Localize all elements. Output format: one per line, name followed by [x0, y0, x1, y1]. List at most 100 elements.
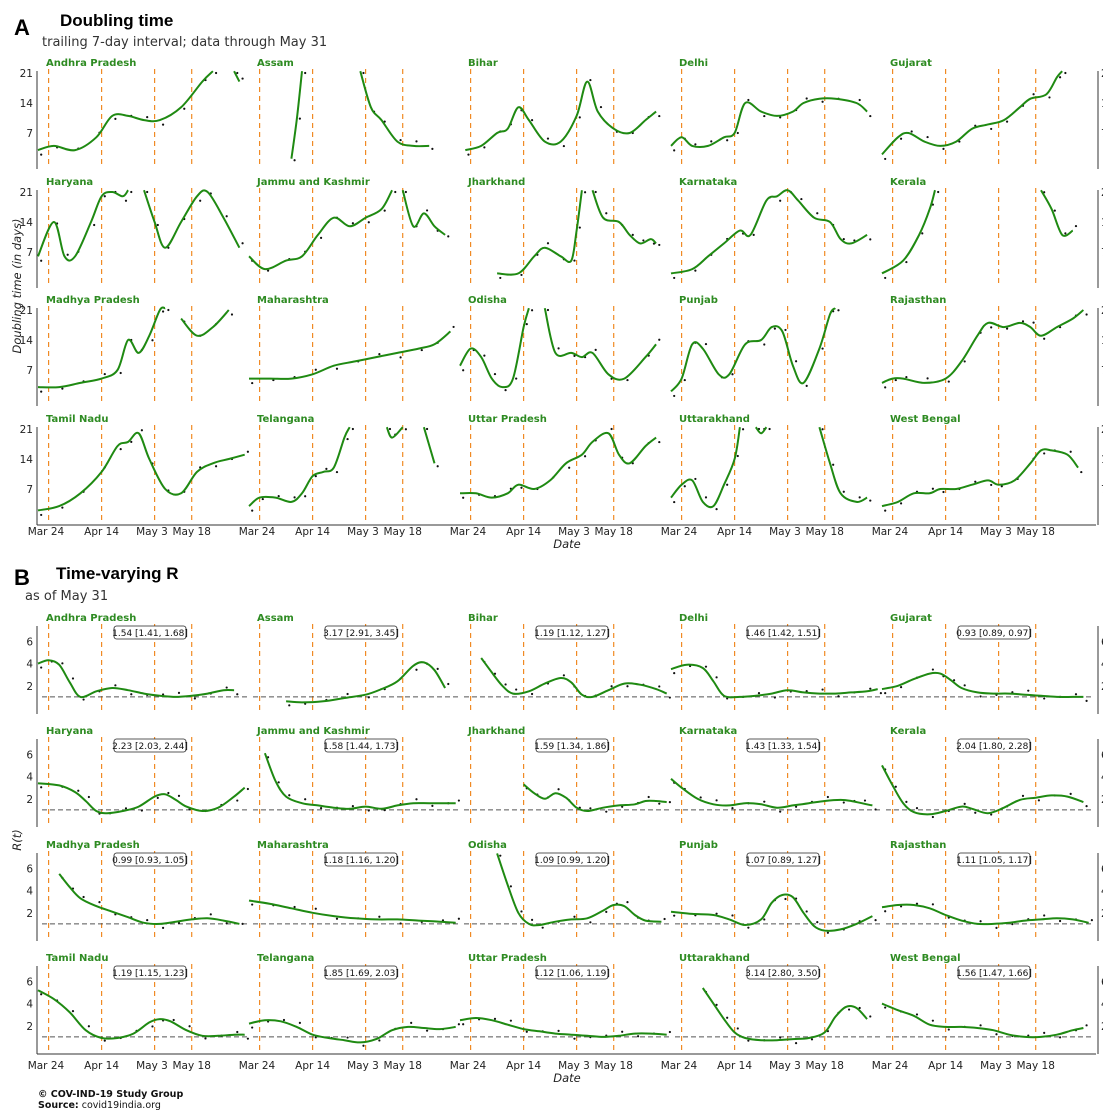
data-point — [858, 98, 861, 102]
state-label: Uttar Pradesh — [468, 953, 547, 964]
fit-line — [465, 80, 657, 152]
facet-kerala: Kerala 7 14 21 — [881, 177, 1103, 288]
facet-telangana: Telangana Mar 24 Apr 14 May 3 May 18 — [239, 414, 463, 538]
data-point — [699, 796, 702, 799]
data-point — [204, 1037, 207, 1040]
data-point — [130, 693, 133, 696]
data-point — [1064, 232, 1067, 235]
data-point — [504, 389, 507, 392]
data-point — [610, 685, 613, 688]
data-point — [636, 1035, 640, 1038]
r-estimate-label: 1.11 [1.05, 1.17] — [956, 856, 1032, 866]
data-point — [821, 688, 824, 691]
data-point — [367, 696, 370, 699]
r-estimate-label: 3.17 [2.91, 3.45] — [323, 629, 399, 639]
data-point — [236, 71, 239, 75]
data-point — [1074, 224, 1078, 228]
r-estimate-box — [113, 852, 187, 867]
facet-west-bengal: West Bengal 7 14 21 Mar 24 Apr 14 May 3 May 18 — [872, 414, 1103, 538]
data-point — [420, 348, 423, 352]
data-point — [821, 100, 824, 103]
y-tick-label-right: 4 — [1101, 999, 1103, 1011]
data-point — [530, 692, 534, 696]
data-point — [763, 343, 766, 346]
data-point — [726, 139, 729, 142]
fit-line — [591, 189, 657, 245]
x-tick-label: Apr 14 — [717, 526, 752, 538]
data-point — [241, 922, 244, 925]
x-tick-label: May 3 — [980, 1060, 1012, 1072]
y-tick-label-right: 14 — [1101, 454, 1103, 466]
data-point — [568, 466, 571, 469]
data-point — [573, 1037, 576, 1040]
data-point — [525, 1030, 528, 1033]
data-point — [926, 135, 929, 139]
data-point — [905, 800, 908, 803]
data-point — [715, 799, 718, 802]
data-point — [557, 788, 560, 791]
fit-line — [37, 70, 214, 152]
data-point — [457, 917, 460, 920]
data-point — [335, 917, 339, 920]
data-point — [241, 242, 244, 245]
data-point — [757, 692, 761, 695]
data-point — [151, 339, 154, 342]
fit-line — [543, 307, 657, 381]
data-point — [747, 98, 750, 102]
data-point — [731, 807, 734, 810]
fit-line — [422, 426, 436, 464]
y-tick-label: 6 — [26, 636, 33, 648]
data-point — [826, 931, 829, 934]
facet-telangana: Telangana Mar 24 Apr 14 May 3 May 18 1.85 [1.… — [239, 953, 463, 1072]
data-point — [146, 116, 149, 119]
data-point — [362, 71, 365, 75]
facet-uttarakhand: Uttarakhand Mar 24 Apr 14 May 3 May 18 3.14 [… — [661, 953, 885, 1072]
x-tick-label: May 3 — [558, 526, 590, 538]
state-label: Gujarat — [890, 58, 932, 69]
r-estimate-label: 1.19 [1.12, 1.27] — [534, 629, 610, 639]
x-tick-label: Mar 24 — [661, 526, 698, 538]
facet-haryana: Haryana 7 14 21 — [20, 177, 244, 288]
data-point — [193, 697, 196, 700]
data-point — [346, 1036, 349, 1039]
data-point — [1048, 96, 1051, 99]
y-tick-label-right: 4 — [1101, 772, 1103, 784]
data-point — [1005, 120, 1009, 123]
fit-line — [248, 189, 393, 271]
data-point — [462, 369, 465, 372]
data-point — [673, 149, 676, 152]
data-point — [277, 494, 280, 498]
data-point — [61, 506, 64, 509]
y-tick-label-right: 14 — [1101, 335, 1103, 347]
facet-karnataka: Karnataka 1.43 [1.33, 1.54] — [670, 726, 881, 825]
data-point — [509, 885, 512, 888]
data-point — [351, 222, 354, 225]
data-point — [314, 907, 317, 910]
data-point — [40, 786, 43, 789]
data-point — [837, 695, 840, 698]
state-label: Punjab — [679, 295, 718, 306]
r-estimate-label: 1.46 [1.42, 1.51] — [745, 629, 821, 639]
y-tick-label-right: 4 — [1101, 659, 1103, 671]
data-point — [335, 367, 339, 370]
data-point — [621, 1030, 624, 1033]
r-estimate-label: 0.99 [0.93, 1.05] — [112, 856, 188, 866]
x-tick-label: May 18 — [805, 526, 843, 538]
data-point — [562, 674, 565, 677]
fit-line — [37, 659, 235, 699]
data-point — [605, 212, 608, 215]
y-tick-label: 21 — [20, 68, 33, 80]
data-point — [362, 1044, 365, 1047]
data-point — [610, 427, 613, 431]
data-point — [599, 105, 603, 109]
y-tick-label: 2 — [26, 681, 33, 693]
fit-line — [755, 426, 768, 435]
data-point — [784, 328, 787, 332]
data-point — [605, 910, 608, 913]
data-point — [40, 259, 43, 262]
x-tick-label: May 3 — [558, 1060, 590, 1072]
data-point — [979, 1024, 982, 1027]
data-point — [832, 463, 835, 466]
r-estimate-label: 1.19 [1.15, 1.23] — [112, 969, 188, 979]
data-point — [1021, 320, 1025, 323]
